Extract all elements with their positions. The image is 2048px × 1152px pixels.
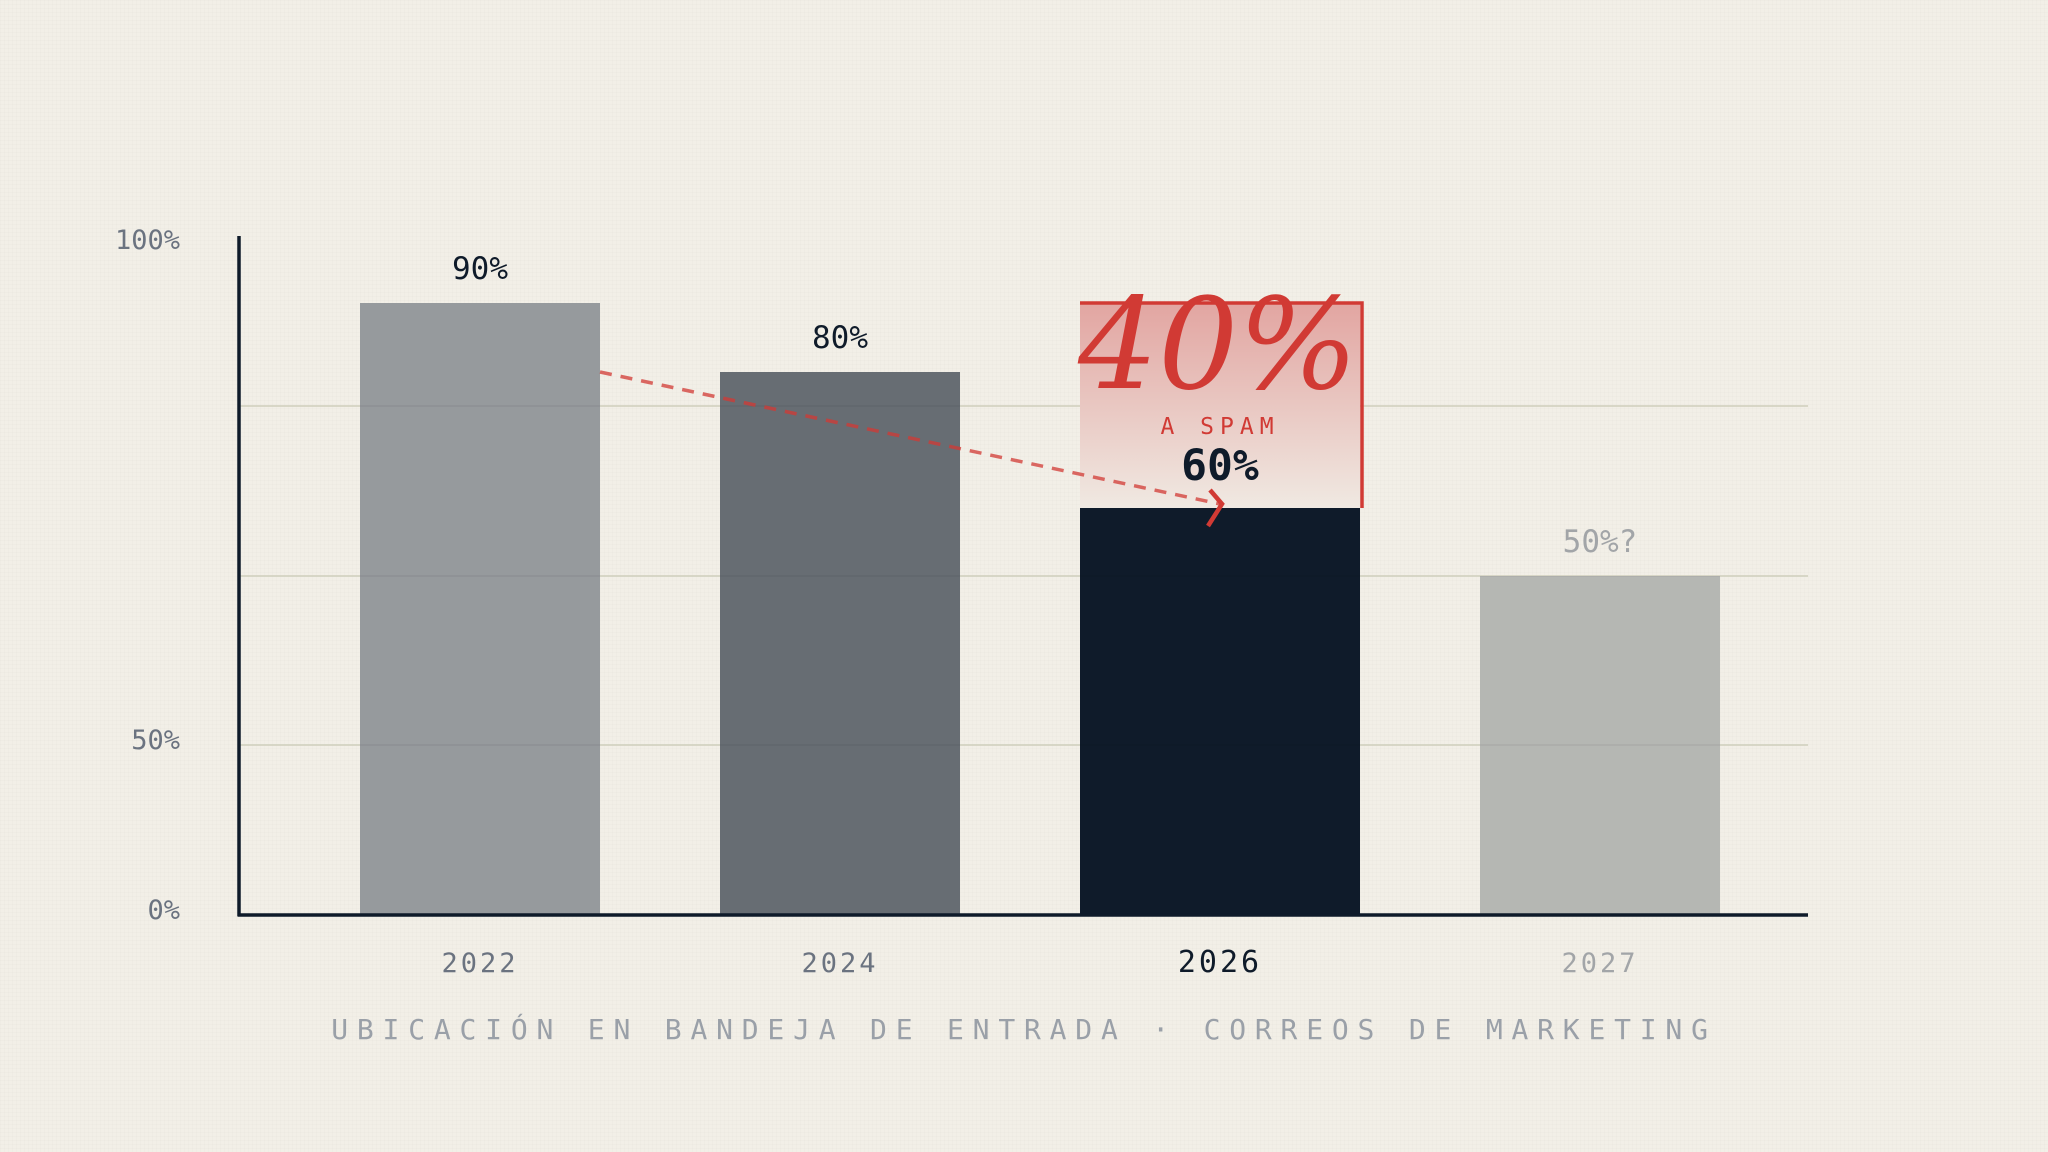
bar-2026 [1080,508,1360,915]
y-tick-label-50: 50% [131,725,180,756]
bar-2024 [720,372,960,915]
value-label-2026: 60% [1181,441,1259,491]
value-label-2022: 90% [452,251,508,287]
bar-2027 [1480,576,1720,915]
spam-region-outline [1080,301,1364,508]
trend-arrow-line [599,370,1221,506]
spam-region-fill [1080,303,1360,508]
y-tick-label-0: 0% [147,895,180,926]
chart-labels: 100% 50% 0% 90% 2022 80% 2024 60% 2026 50%? 2027 UB… [115,225,1717,1046]
chart-caption: UBICACIÓN EN BANDEJA DE ENTRADA · CORREO… [331,1012,1717,1046]
value-label-2024: 80% [812,320,868,356]
value-label-2027: 50%? [1563,524,1638,560]
trend-arrow-head [1206,488,1225,528]
x-tick-label-2027: 2027 [1561,948,1638,979]
spam-annotation: 40%A SPAM [599,271,1364,528]
spam-label: A SPAM [1160,414,1279,440]
x-tick-label-2024: 2024 [801,948,878,979]
bar-2022 [360,303,600,915]
x-tick-label-2026: 2026 [1178,945,1262,980]
y-tick-label-100: 100% [115,225,180,256]
axes [237,236,1808,917]
x-tick-label-2022: 2022 [441,948,518,979]
bars [239,303,1808,915]
spam-percentage: 40% [1077,271,1358,418]
